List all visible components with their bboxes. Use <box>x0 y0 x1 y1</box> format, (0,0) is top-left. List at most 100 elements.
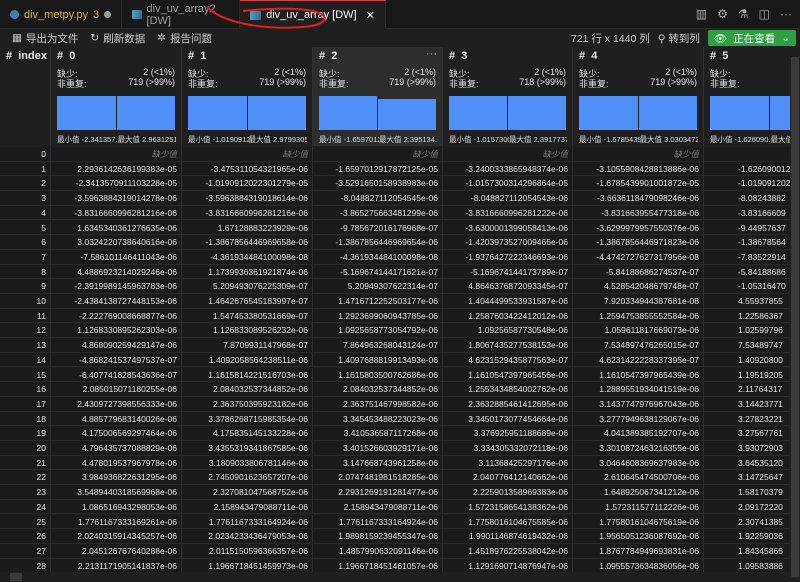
table-cell[interactable]: 1.4857990632091146e-06 <box>313 543 443 559</box>
table-cell[interactable]: 3.14423771 <box>704 397 790 412</box>
table-cell[interactable]: -3.8316660996281216e-06 <box>182 205 313 221</box>
table-cell[interactable]: -2.222769008668877e-06 <box>51 308 182 324</box>
column-header-5[interactable]: # 5 缺少:非重复: 最小值 -1.626090...最大值 <box>704 47 790 146</box>
table-cell[interactable]: -3.6636118479098246e-06 <box>573 191 704 206</box>
table-cell[interactable]: -6.407741828543636e-07 <box>51 367 182 383</box>
table-cell[interactable]: -4.361934484100098e-08 <box>313 249 443 265</box>
table-cell[interactable]: 2.040776412140662e-06 <box>443 470 573 486</box>
gear-icon[interactable]: ⚙ <box>717 7 728 21</box>
table-cell[interactable]: -3.8316660996281216e-06 <box>51 205 182 221</box>
table-cell[interactable] <box>704 147 790 162</box>
vertical-scroll-thumb[interactable] <box>791 57 799 577</box>
missing-cell[interactable]: 缺少值 <box>573 147 704 162</box>
vertical-scrollbar[interactable] <box>790 47 800 582</box>
table-cell[interactable]: 3.1437747976967043e-06 <box>573 396 704 412</box>
table-cell[interactable]: -1.3867856446969658e-06 <box>182 235 313 250</box>
table-cell[interactable]: -1.626090012 <box>704 162 790 177</box>
table-cell[interactable]: 3.334305332072118e-06 <box>443 441 573 456</box>
refresh-button[interactable]: ↻ 刷新数据 <box>90 31 145 46</box>
table-cell[interactable]: 3.2777949638129067e-06 <box>573 411 704 427</box>
table-cell[interactable]: 1.9565051236087692e-06 <box>573 529 704 544</box>
table-cell[interactable]: 3.27823221 <box>704 412 790 427</box>
table-cell[interactable]: 1.086516943298053e-06 <box>51 499 182 515</box>
table-cell[interactable]: 1.1966718451461057e-06 <box>313 558 443 574</box>
horizontal-scrollbar[interactable] <box>0 572 790 582</box>
column-header-1[interactable]: # 1 缺少: 2 (<1%) 非重复: 719 (>99%) 最小值 -1.019091… <box>182 47 313 146</box>
table-cell[interactable]: 3.1809033806781146e-06 <box>182 455 313 471</box>
table-cell[interactable]: 1.7758016104675585e-06 <box>443 514 573 530</box>
table-cell[interactable]: 7.920334944387681e-08 <box>573 294 704 309</box>
split-preview-icon[interactable]: ▥ <box>695 7 708 21</box>
table-cell[interactable]: -9.785672016176968e-07 <box>313 220 443 236</box>
table-cell[interactable]: 1.7761167333164924e-06 <box>182 514 313 530</box>
table-cell[interactable]: 4.8646376872093345e-07 <box>443 279 573 294</box>
table-cell[interactable]: -1.05316470 <box>704 279 790 294</box>
missing-cell[interactable]: 缺少值 <box>313 147 443 162</box>
table-cell[interactable]: 1.02599796 <box>704 323 790 338</box>
table-cell[interactable]: -1.3867856446969654e-06 <box>313 235 443 250</box>
table-cell[interactable]: -5.84188686 <box>704 265 790 280</box>
table-cell[interactable]: -8.048827112054545e-06 <box>313 191 443 206</box>
more-icon[interactable]: ··· <box>426 48 437 60</box>
table-cell[interactable]: 2.084032537344852e-06 <box>182 382 313 397</box>
missing-cell[interactable]: 缺少值 <box>443 147 573 162</box>
table-cell[interactable]: 1.9898159239455347e-06 <box>313 529 443 544</box>
table-cell[interactable]: -4.361934484100098e-08 <box>182 249 313 265</box>
table-cell[interactable]: 1.6345340361276635e-06 <box>51 220 182 236</box>
table-cell[interactable]: 3.14725647 <box>704 470 790 485</box>
viewing-mode-button[interactable]: 👁 正在查看 ⌄ <box>707 30 796 46</box>
table-cell[interactable]: 1.2553434854002762e-06 <box>443 382 573 397</box>
table-cell[interactable]: -1.019091202 <box>704 176 790 191</box>
table-cell[interactable]: 3.0324220738640616e-06 <box>51 235 182 250</box>
table-cell[interactable]: 1.09583886 <box>704 559 790 574</box>
table-cell[interactable]: 3.345453488223023e-06 <box>313 411 443 427</box>
table-cell[interactable]: -1.38678564 <box>704 235 790 250</box>
table-cell[interactable]: -2.3919989145963783e-06 <box>51 279 182 294</box>
table-cell[interactable]: 2.30741385 <box>704 515 790 530</box>
table-cell[interactable]: 2.2931269191281477e-06 <box>313 485 443 500</box>
table-cell[interactable]: -3.865275663481299e-06 <box>313 205 443 221</box>
table-cell[interactable]: -7.586101146411043e-06 <box>51 249 182 265</box>
table-cell[interactable]: 4.868090259429147e-06 <box>51 338 182 353</box>
table-cell[interactable]: -3.2400333865948374e-06 <box>443 161 573 177</box>
table-cell[interactable]: 1.1610547397965456e-06 <box>443 367 573 383</box>
table-cell[interactable]: 1.5723158654138362e-06 <box>443 499 573 515</box>
table-cell[interactable]: 1.2889551934041519e-06 <box>573 382 704 397</box>
table-cell[interactable]: -3.831663955477318e-06 <box>573 205 704 221</box>
table-cell[interactable]: 4.55937855 <box>704 294 790 309</box>
export-button[interactable]: ▦ 导出为文件 <box>12 31 78 46</box>
table-cell[interactable]: 1.2587603422412012e-06 <box>443 308 573 324</box>
table-cell[interactable]: -1.6785439901001872e-05 <box>573 176 704 192</box>
table-cell[interactable]: 2.0234233436479053e-06 <box>182 529 313 544</box>
column-header-2[interactable]: # 2 ··· 缺少: 2 (<1%) 非重复: 719 (>99%) 最小值 -1.659… <box>313 47 443 146</box>
table-cell[interactable]: 2.158943479088711e-06 <box>182 499 313 515</box>
more-icon[interactable]: ··· <box>780 7 792 21</box>
table-cell[interactable]: -5.169674144173789e-07 <box>443 264 573 280</box>
table-cell[interactable]: -1.9376427222346693e-06 <box>443 249 573 265</box>
table-cell[interactable]: 1.8767784949693831e-06 <box>573 543 704 559</box>
report-issue-button[interactable]: ✲ 报告问题 <box>157 31 212 46</box>
table-cell[interactable]: -1.0157300314296864e-05 <box>443 176 573 192</box>
table-cell[interactable]: 1.4518976225538042e-06 <box>443 543 573 559</box>
table-cell[interactable]: 1.547453380531669e-07 <box>182 308 313 324</box>
table-cell[interactable]: -3.475311054321965e-06 <box>182 161 313 177</box>
table-cell[interactable]: 2.09172220 <box>704 500 790 515</box>
table-cell[interactable]: 7.864963268043124e-07 <box>313 338 443 353</box>
unsaved-dot-icon[interactable] <box>104 11 112 18</box>
table-cell[interactable]: 3.984936822631295e-06 <box>51 470 182 486</box>
table-cell[interactable]: 1.8067435277538153e-06 <box>443 338 573 353</box>
table-cell[interactable]: 3.64535120 <box>704 456 790 471</box>
table-cell[interactable]: 3.410536587117268e-06 <box>313 426 443 441</box>
tab-div-metpy[interactable]: div_metpy.py 3 <box>0 0 123 29</box>
column-header-4[interactable]: # 4 缺少: 2 (<1%) 非重复: 719 (>99%) 最小值 -1.678543… <box>573 47 704 146</box>
table-cell[interactable]: 1.67128883223929e-06 <box>182 220 313 236</box>
table-cell[interactable]: -7.83522914 <box>704 250 790 265</box>
table-cell[interactable]: 4.041389385192707e-06 <box>573 426 704 441</box>
split-editor-icon[interactable]: ◫ <box>758 7 770 21</box>
table-cell[interactable]: 2.0115150596366357e-06 <box>182 543 313 559</box>
table-cell[interactable]: 1.4092058564238511e-06 <box>182 352 313 368</box>
table-cell[interactable]: 2.610645474500706e-06 <box>573 470 704 486</box>
table-cell[interactable]: 1.1610547397965439e-06 <box>573 367 704 383</box>
table-cell[interactable]: 4.796435737088829e-06 <box>51 441 182 456</box>
table-cell[interactable]: 1.0925658773054792e-06 <box>313 323 443 339</box>
